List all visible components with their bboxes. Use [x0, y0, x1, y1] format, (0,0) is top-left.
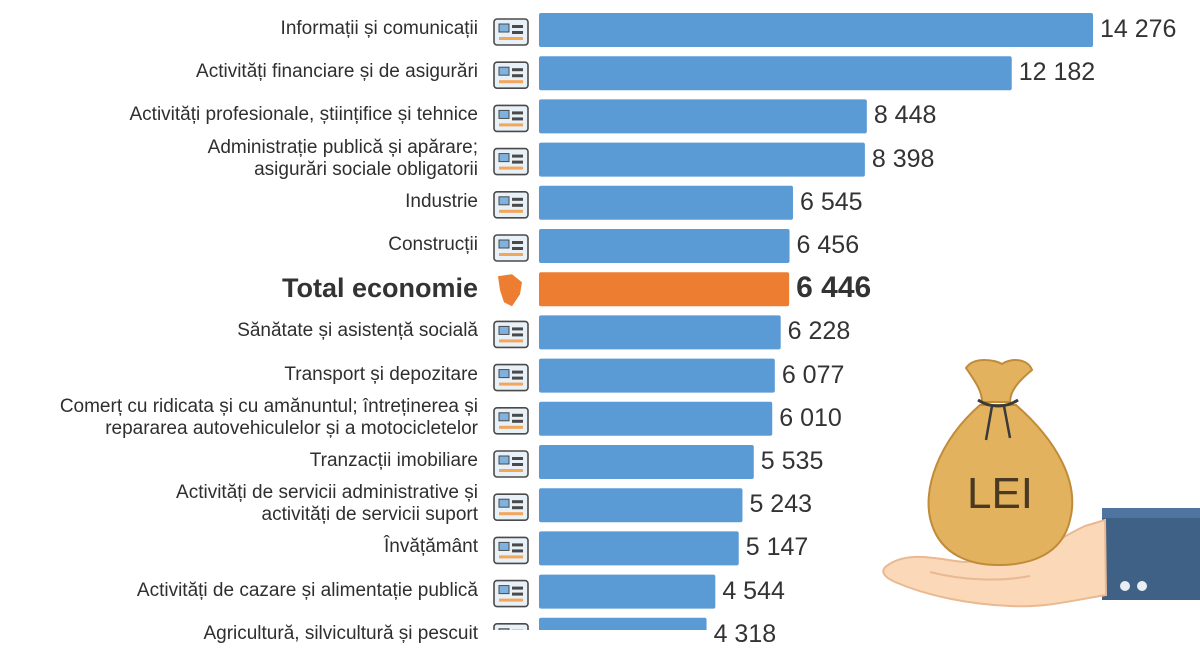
healthcare-icon	[494, 321, 528, 347]
real-estate-sale-icon	[494, 451, 528, 477]
value-label-total: 6 446	[796, 271, 871, 305]
category-label: Informații și comunicații	[281, 18, 478, 40]
value-label: 6 545	[800, 188, 863, 217]
value-label: 5 147	[746, 533, 809, 562]
office-binders-icon	[494, 494, 528, 520]
bar-total-economie	[539, 272, 789, 306]
value-label: 8 398	[872, 145, 935, 174]
factory-icon	[494, 192, 528, 218]
category-label: Activități de cazare și alimentație publ…	[137, 580, 478, 602]
category-label: Sănătate și asistență socială	[237, 320, 478, 342]
bag-label: LEI	[967, 469, 1033, 518]
satellite-computer-icon	[494, 19, 528, 45]
dining-plate-icon	[494, 581, 528, 607]
category-label: Activități financiare și de asigurări	[196, 61, 478, 83]
category-label: Industrie	[405, 191, 478, 213]
laboratory-icon	[494, 105, 528, 131]
agriculture-wheat-icon	[494, 624, 528, 630]
value-label: 12 182	[1019, 58, 1095, 87]
sleeve	[1102, 508, 1200, 600]
bar	[539, 531, 739, 565]
category-label: Activități de servicii administrative și…	[176, 482, 478, 526]
moldova-map-icon	[498, 274, 522, 306]
category-label: Tranzacții imobiliare	[310, 450, 478, 472]
bar	[539, 13, 1093, 47]
transport-warehouse-icon	[494, 365, 528, 391]
value-label: 6 077	[782, 361, 845, 390]
bar	[539, 488, 742, 522]
value-label: 4 544	[722, 577, 785, 606]
bar	[539, 99, 867, 133]
value-label: 14 276	[1100, 15, 1176, 44]
public-administration-building-icon	[494, 149, 528, 175]
category-label: Activități profesionale, științifice și …	[130, 104, 479, 126]
value-label: 6 010	[779, 404, 842, 433]
category-label-total: Total economie	[282, 273, 478, 303]
bar	[539, 445, 754, 479]
education-globe-books-icon	[494, 537, 528, 563]
value-label: 5 535	[761, 447, 824, 476]
category-label: Comerț cu ridicata și cu amănuntul; într…	[60, 396, 478, 440]
bar	[539, 315, 781, 349]
category-label: Construcții	[388, 234, 478, 256]
bar	[539, 618, 707, 630]
bar	[539, 56, 1012, 90]
value-label: 8 448	[874, 101, 937, 130]
bar	[539, 402, 772, 436]
bar	[539, 186, 793, 220]
value-label: 5 243	[749, 490, 812, 519]
category-label: Administrație publică și apărare;asigură…	[208, 137, 478, 181]
money-bag: LEI	[929, 360, 1073, 565]
category-label: Agricultură, silvicultură și pescuit	[203, 623, 478, 645]
bar	[539, 143, 865, 177]
bar	[539, 359, 775, 393]
value-label: 6 456	[797, 231, 860, 260]
construction-crane-icon	[494, 235, 528, 261]
value-label: 6 228	[788, 317, 851, 346]
category-label: Învățământ	[384, 536, 478, 558]
value-label: 4 318	[714, 620, 777, 649]
trade-scale-car-icon	[494, 408, 528, 434]
bar	[539, 575, 715, 609]
bar	[539, 229, 790, 263]
category-label: Transport și depozitare	[284, 364, 478, 386]
finance-report-icon	[494, 62, 528, 88]
money-bag-illustration: LEI	[870, 350, 1200, 630]
